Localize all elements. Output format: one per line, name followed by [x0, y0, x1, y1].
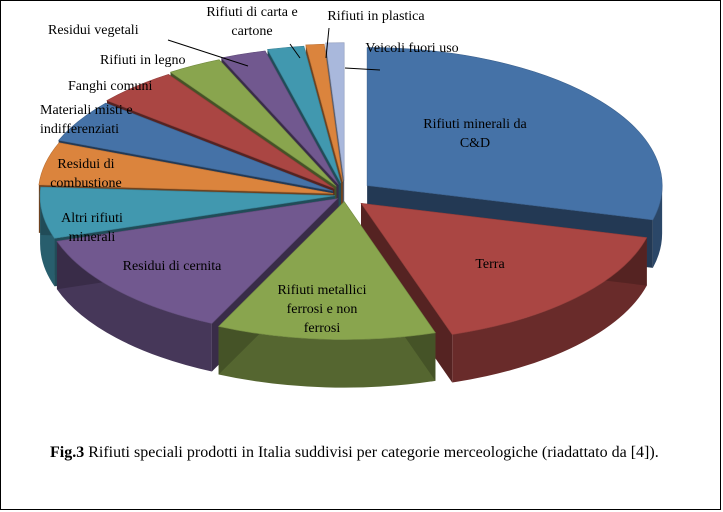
slice-0-top [366, 47, 663, 221]
slice-label-line: Fanghi comuni [68, 79, 152, 94]
slice-label-line: minerali [69, 230, 116, 245]
slice-label-12: Veicoli fuori uso [365, 41, 458, 56]
leader-line-11 [325, 27, 330, 59]
slice-label-5: Residui di combustione [50, 157, 122, 191]
slice-10-top [267, 45, 342, 184]
slice-label-line: Materiali misti e [40, 103, 133, 118]
slice-6-top [58, 102, 334, 192]
slice-label-7: Fanghi comuni [68, 79, 152, 94]
slice-label-6: Materiali misti e indifferenziati [40, 103, 133, 137]
slice-label-1: Terra [475, 257, 505, 272]
slice-1-top [360, 202, 648, 335]
slice-5-top [38, 142, 334, 194]
slice-label-line: Rifiuti metallici [277, 283, 366, 298]
caption-text: Rifiuti speciali prodotti in Italia sudd… [84, 444, 659, 461]
slice-label-3: Residui di cernita [123, 259, 223, 274]
slice-0-wall [652, 185, 663, 268]
slice-3-wall [56, 241, 212, 372]
slice-2-wall [218, 326, 436, 388]
caption-figure-number: Fig.3 [50, 444, 85, 461]
slice-label-line: combustione [50, 176, 122, 191]
slice-label-line: ferrosi [304, 321, 341, 336]
slice-label-line: Rifiuti minerali da [423, 117, 527, 132]
slice-1-wall [452, 237, 647, 383]
slice-label-2: Rifiuti metallici ferrosi e non ferrosi [277, 283, 366, 336]
slice-2-top [218, 201, 436, 340]
slice-label-line: Residui di cernita [123, 259, 223, 274]
slice-label-line: Terra [475, 257, 505, 272]
slice-label-8: Rifiuti in legno [100, 53, 186, 68]
slice-4-top [39, 186, 336, 239]
slice-label-line: indifferenziati [40, 122, 119, 137]
slice-8-top [169, 59, 337, 187]
slice-label-line: Residui vegetali [48, 23, 139, 38]
slice-label-11: Rifiuti in plastica [327, 9, 425, 24]
leader-line-10 [289, 43, 301, 59]
slice-7-top [106, 74, 335, 189]
slice-label-4: Altri rifiuti minerali [61, 211, 123, 245]
slice-label-9: Residui vegetali [48, 23, 139, 38]
leader-line-12 [344, 67, 381, 71]
slice-label-line: Residui di [57, 157, 114, 172]
slice-label-0: Rifiuti minerali da C&D [423, 117, 527, 151]
pie-chart: Rifiuti minerali da C&D Terra Rifiuti metal… [38, 5, 663, 388]
slice-label-line: Altri rifiuti [61, 211, 123, 226]
pie-labels: Rifiuti minerali da C&D Terra Rifiuti metal… [40, 5, 527, 336]
slice-label-10: Rifiuti di carta e cartone [206, 5, 297, 39]
slice-11-top [305, 43, 344, 182]
slice-label-line: ferrosi e non [287, 302, 358, 317]
slice-label-line: cartone [231, 24, 272, 39]
slice-label-line: C&D [460, 136, 490, 151]
slice-label-line: Rifiuti di carta e [206, 5, 297, 20]
slice-label-line: Veicoli fuori uso [365, 41, 458, 56]
slice-label-line: Rifiuti in plastica [327, 9, 425, 24]
leader-line-9 [167, 39, 249, 67]
slice-label-line: Rifiuti in legno [100, 53, 186, 68]
slice-3-top [56, 198, 339, 324]
slice-12-top [325, 42, 345, 181]
figure-caption: Fig.3 Rifiuti speciali prodotti in Itali… [50, 442, 690, 464]
pie-tops [38, 42, 663, 340]
slice-9-top [220, 50, 339, 185]
